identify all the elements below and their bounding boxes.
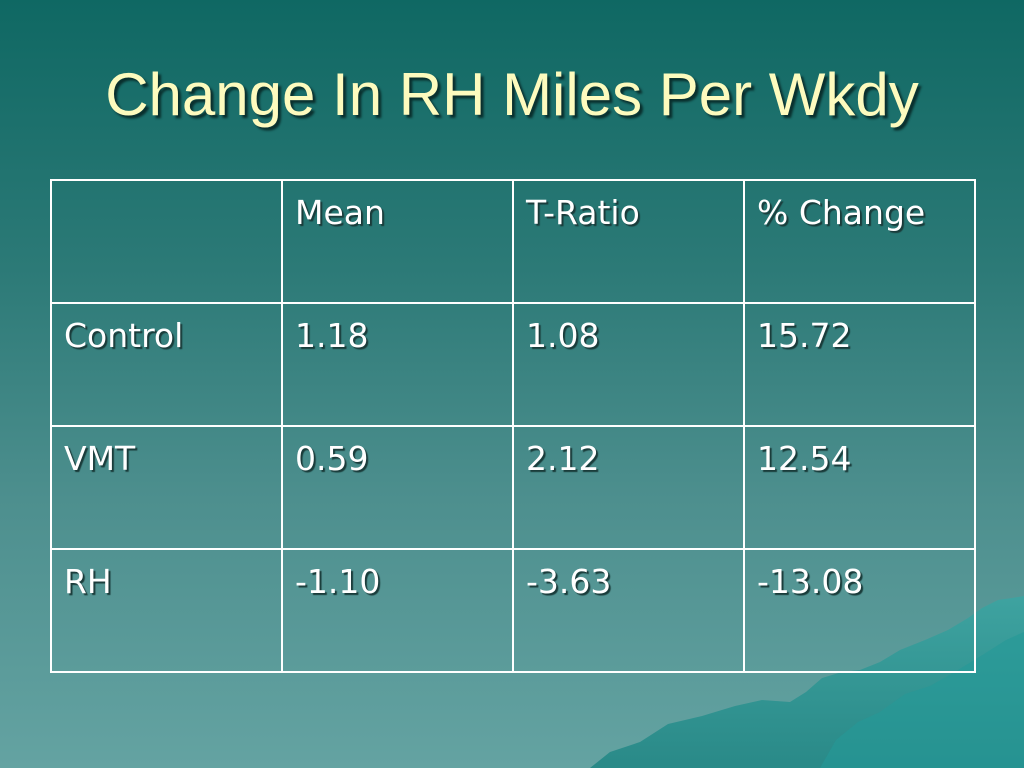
row-label: RH — [50, 548, 283, 673]
header-cell-t-ratio: T-Ratio — [512, 179, 745, 304]
table-cell: 0.59 — [281, 425, 514, 550]
row-label: VMT — [50, 425, 283, 550]
table-row: Control 1.18 1.08 15.72 — [50, 302, 976, 427]
table-cell: -13.08 — [743, 548, 976, 673]
table-row: VMT 0.59 2.12 12.54 — [50, 425, 976, 550]
table-cell: 15.72 — [743, 302, 976, 427]
row-label: Control — [50, 302, 283, 427]
table-cell: -3.63 — [512, 548, 745, 673]
table-cell: 1.18 — [281, 302, 514, 427]
results-table: Mean T-Ratio % Change Control 1.18 1.08 … — [50, 179, 976, 673]
header-cell-pct-change: % Change — [743, 179, 976, 304]
table-cell: 2.12 — [512, 425, 745, 550]
table-cell: 1.08 — [512, 302, 745, 427]
table-cell: 12.54 — [743, 425, 976, 550]
table-row: RH -1.10 -3.63 -13.08 — [50, 548, 976, 673]
header-cell-mean: Mean — [281, 179, 514, 304]
header-cell-empty — [50, 179, 283, 304]
header-row: Mean T-Ratio % Change — [50, 179, 976, 304]
table-cell: -1.10 — [281, 548, 514, 673]
slide-title: Change In RH Miles Per Wkdy — [105, 61, 919, 128]
